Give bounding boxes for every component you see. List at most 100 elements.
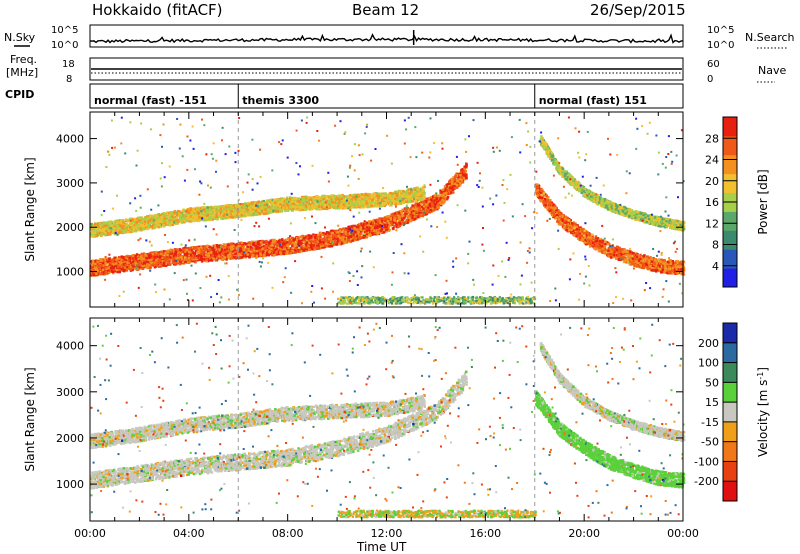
noise-tick-bottom-left: 10^0 [51,40,78,51]
data-point [385,218,389,221]
data-point [302,244,306,248]
data-point [416,215,420,218]
data-point [192,248,195,251]
data-point [276,243,279,246]
data-point [212,250,215,254]
data-point [293,241,296,245]
data-point [352,231,356,234]
data-point [373,231,377,235]
data-point [140,252,143,256]
data-point [312,244,315,247]
data-point [154,253,158,256]
data-point [147,257,150,260]
data-point [406,221,410,224]
data-point [92,259,95,262]
data-point [242,253,245,257]
data-point [191,246,194,249]
data-point [196,247,199,250]
data-point [205,258,209,261]
data-point [121,260,125,263]
data-point [193,246,196,249]
data-point [151,253,155,256]
data-point [166,263,170,266]
data-point [189,246,192,250]
data-point [349,240,352,243]
data-point [335,235,338,238]
data-point [415,207,418,210]
data-point [206,244,209,247]
data-point [356,225,359,228]
data-point [305,246,309,249]
data-point [433,194,437,197]
data-point [334,229,337,233]
data-point [272,241,275,244]
data-point [145,259,148,262]
data-point [418,211,421,215]
data-point [101,268,105,271]
data-point [115,256,118,259]
data-point [323,238,326,242]
data-point [436,206,439,209]
nave-tick-bottom: 0 [707,74,713,85]
data-point [401,214,404,217]
data-point [96,260,99,264]
data-point [317,237,320,240]
data-point [199,254,202,258]
data-point [426,211,429,214]
data-point [251,240,254,244]
data-point [184,260,187,264]
data-point [180,255,184,258]
cpid-segment-label: normal (fast) -151 [94,94,207,107]
data-point [355,235,359,238]
data-point [190,259,194,263]
noise-tick-bottom-right: 10^0 [707,40,734,51]
data-point [362,221,366,225]
data-point [403,216,406,219]
data-point [451,183,454,186]
data-point [423,198,426,201]
data-point [362,227,365,230]
data-point [379,229,383,232]
data-point [194,257,197,261]
data-point [457,180,460,183]
data-point [343,241,346,244]
data-point [146,260,149,264]
data-point [118,270,121,274]
data-point [459,172,463,175]
data-point [213,257,216,261]
data-point [338,231,342,234]
data-point [323,244,326,247]
data-point [167,262,170,265]
data-point [362,236,365,239]
data-point [210,259,214,262]
data-point [269,239,272,242]
data-point [445,192,448,195]
data-point [385,228,388,231]
data-point [307,234,311,237]
data-point [347,238,350,241]
data-point [223,256,227,259]
data-point [406,210,409,213]
data-point [158,251,161,254]
data-point [198,258,201,262]
data-point [291,251,294,254]
data-point [404,221,407,224]
data-point [195,254,198,257]
data-point [422,207,425,211]
data-point [392,227,395,230]
data-point [234,252,237,256]
data-point [406,217,410,220]
data-point [441,198,444,202]
data-point [394,219,397,222]
data-point [296,246,299,249]
data-point [303,239,306,242]
data-point [110,266,113,269]
data-point [175,248,178,251]
data-point [250,248,253,251]
data-point [203,245,207,248]
data-point [389,217,392,220]
data-point [185,253,188,257]
data-point [208,248,211,251]
data-point [374,224,377,227]
data-point [395,216,399,220]
